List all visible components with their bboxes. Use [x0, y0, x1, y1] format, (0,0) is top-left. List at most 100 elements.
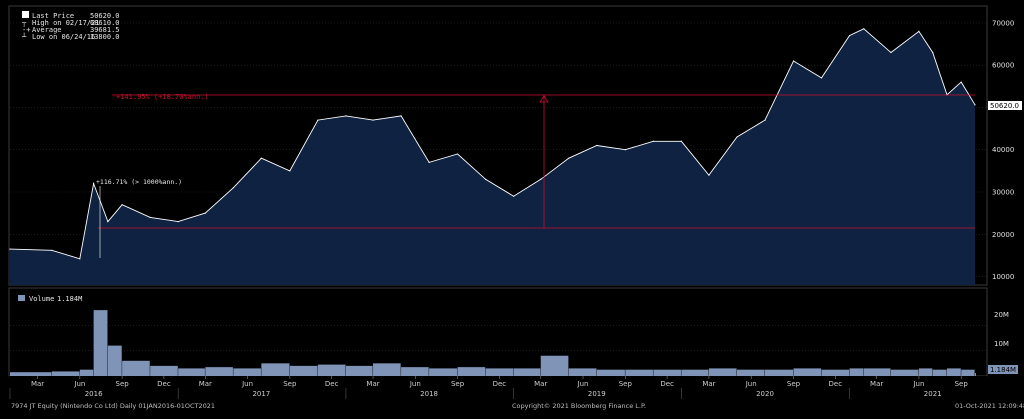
price-point [890, 51, 892, 54]
legend-high-value: 68610.0 [90, 19, 120, 27]
footer-right: 01-Oct-2021 12:09:48 [955, 402, 1024, 410]
volume-bar [793, 368, 822, 376]
price-point [121, 204, 123, 206]
x-axis-strip [9, 376, 987, 402]
volume-bar [373, 363, 401, 376]
volume-bar [653, 369, 681, 376]
volume-legend-label: Volume [29, 295, 54, 303]
volume-bar [821, 369, 850, 376]
x-tick-label: Jun [912, 380, 924, 388]
price-point [918, 30, 920, 32]
x-tick-label: Sep [619, 380, 633, 388]
volume-bar [122, 360, 150, 376]
x-tick-label: Mar [702, 380, 715, 388]
volume-bar [51, 371, 80, 376]
last-price-tag-bg [988, 101, 1022, 110]
volume-bar [289, 365, 318, 376]
price-point [149, 216, 151, 218]
x-year-label: 2020 [756, 390, 774, 398]
price-y-tick: 60000 [992, 62, 1014, 70]
x-tick-label: Dec [493, 380, 507, 388]
x-year-label: 2018 [420, 390, 438, 398]
volume-bar [849, 368, 864, 376]
price-point [960, 81, 962, 83]
price-point [485, 178, 487, 180]
volume-bar [429, 368, 458, 376]
volume-bar [79, 369, 94, 376]
legend-average-label: Average [32, 26, 62, 34]
legend-high-icon: ┬ [21, 19, 27, 27]
price-y-tick: 30000 [992, 189, 1014, 197]
x-tick-label: Mar [366, 380, 379, 388]
price-point [317, 119, 319, 121]
x-tick-label: Dec [829, 380, 843, 388]
price-point [345, 115, 347, 117]
price-point [863, 28, 865, 30]
arrow-up-icon [539, 95, 549, 103]
legend-low-value: 13800.0 [90, 33, 120, 41]
jump-change-label: +116.71% (> 1000%ann.) [96, 178, 182, 186]
price-y-axis: 10000200003000040000500006000070000 [992, 19, 1014, 281]
legend-last-price-label: Last Price [32, 12, 74, 20]
x-year-label: 2021 [924, 390, 942, 398]
volume-bar [961, 369, 975, 376]
price-y-tick: 70000 [992, 19, 1014, 27]
volume-bar [946, 368, 961, 376]
price-y-tick: 40000 [992, 146, 1014, 154]
price-point [513, 195, 515, 197]
price-point [107, 220, 109, 223]
volume-panel [8, 287, 988, 377]
x-tick-label: Mar [534, 380, 547, 388]
price-point [568, 157, 570, 159]
volume-bar [918, 368, 933, 376]
volume-bar [513, 368, 541, 376]
x-tick-label: Jun [73, 380, 85, 388]
price-point [289, 170, 291, 172]
volume-tick-10m: 10M [994, 340, 1009, 348]
price-point [764, 119, 766, 121]
x-year-label: 2016 [85, 390, 103, 398]
x-tick-label: Sep [451, 380, 465, 388]
price-point [848, 34, 851, 37]
x-tick-label: Mar [870, 380, 883, 388]
volume-bar [625, 369, 653, 376]
legend-high-label: High on 02/17/21 [32, 19, 99, 27]
volume-bar [205, 367, 233, 376]
price-point [596, 144, 598, 147]
volume-bar [596, 369, 625, 376]
price-point [51, 249, 53, 251]
price-point [792, 60, 795, 62]
footer-center: Copyright© 2021 Bloomberg Finance L.P. [512, 402, 646, 410]
x-axis: Mar Jun Sep Dec Mar Jun Sep Dec Mar Jun Sep Dec Mar J… [31, 376, 968, 388]
volume-bar [107, 345, 122, 376]
price-point [428, 161, 430, 164]
price-point [820, 77, 823, 79]
x-tick-label: Dec [325, 380, 339, 388]
price-point [708, 174, 710, 176]
x-tick-label: Jun [409, 380, 421, 388]
legend-last-price-value: 50620.0 [90, 12, 120, 20]
x-tick-label: Jun [745, 380, 757, 388]
volume-bar [932, 369, 947, 376]
volume-bar [150, 365, 178, 376]
footer-left: 7974 JT Equity (Nintendo Co Ltd) Daily 0… [11, 402, 215, 410]
price-point [177, 220, 179, 223]
price-point [540, 178, 542, 180]
x-tick-label: Jun [577, 380, 589, 388]
price-point [372, 119, 374, 121]
volume-bar [93, 310, 108, 376]
x-tick-label: Mar [31, 380, 44, 388]
price-point [652, 140, 654, 142]
volume-bar [975, 373, 976, 376]
volume-bar [863, 368, 891, 376]
volume-bar [890, 369, 919, 376]
last-price-tag: 50620.0 [990, 102, 1019, 110]
legend: Last Price 50620.0 ┬ High on 02/17/21 68… [21, 11, 120, 41]
volume-bar [540, 355, 569, 376]
volume-bar [401, 367, 429, 376]
volume-bar [568, 368, 597, 376]
volume-grid [10, 325, 987, 351]
price-point [736, 136, 738, 138]
price-point [204, 212, 206, 214]
